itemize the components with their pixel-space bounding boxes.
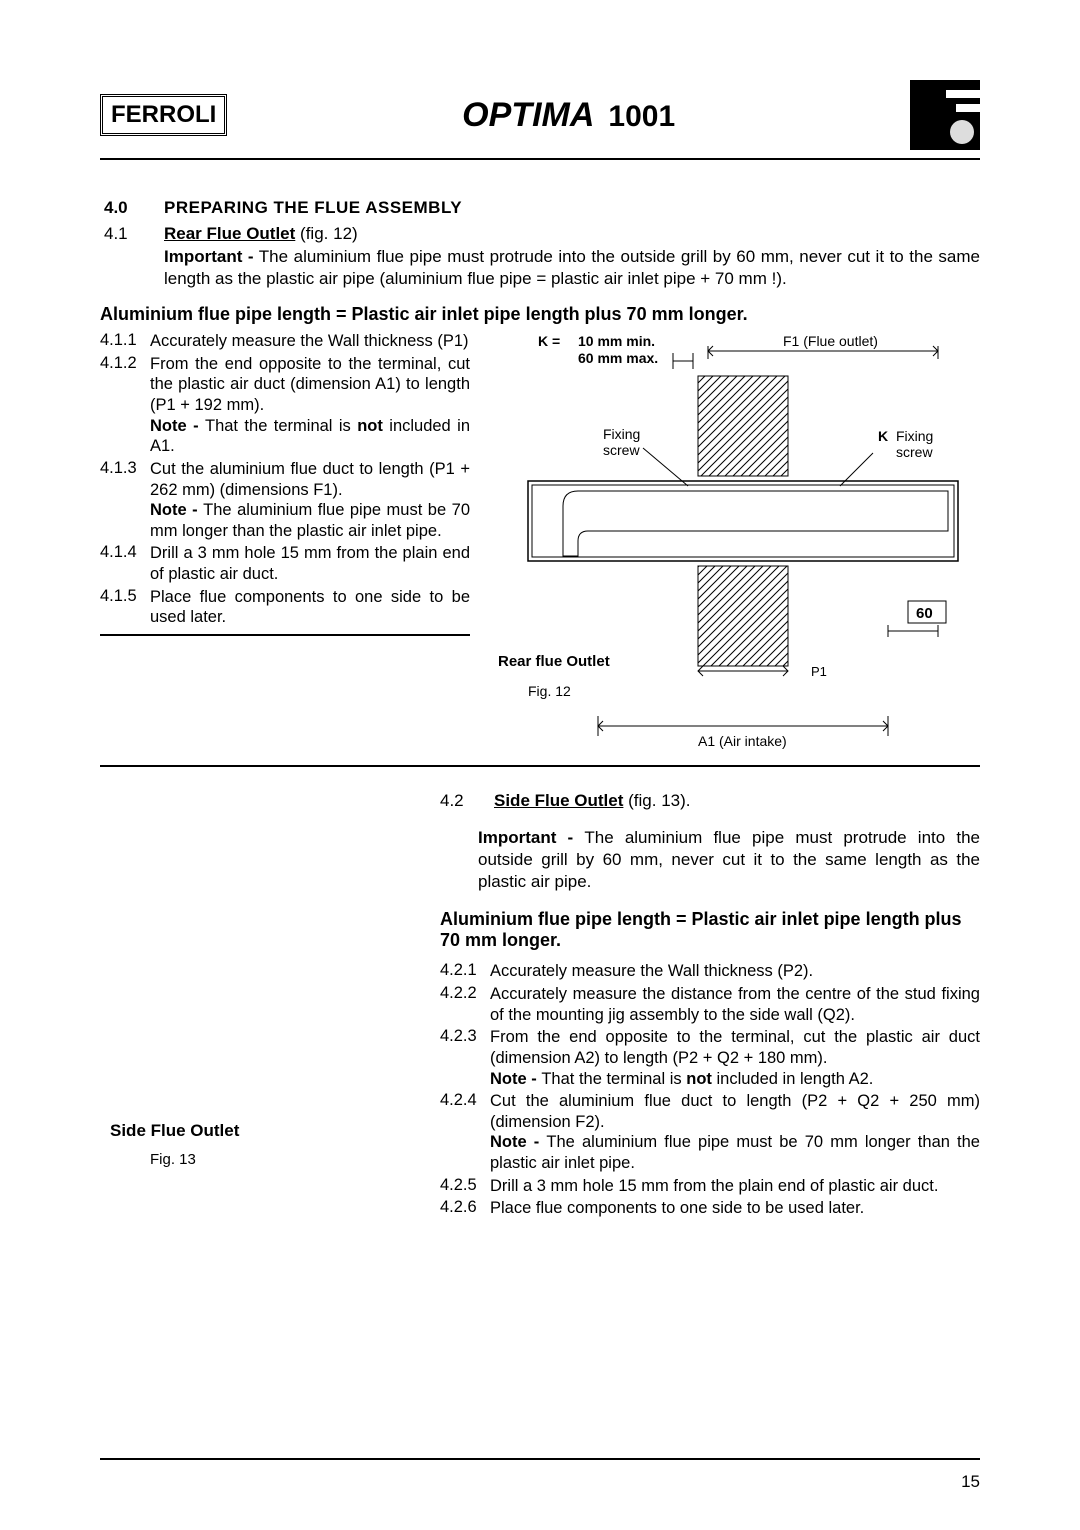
step-text: Place flue components to one side to be … (150, 587, 470, 628)
steps-41: 4.1.1Accurately measure the Wall thickne… (100, 331, 470, 761)
formula-42: Aluminium flue pipe length = Plastic air… (440, 909, 980, 951)
rear-title: Rear flue Outlet (498, 653, 610, 670)
step-item: 4.2.1Accurately measure the Wall thickne… (440, 961, 980, 982)
section-num-40: 4.0 (104, 198, 148, 218)
product-model: 1001 (608, 100, 675, 134)
section-4-2: Side Flue Outlet Fig. 13 4.2 Side Flue O… (100, 791, 980, 1221)
step-num: 4.2.2 (440, 984, 490, 1025)
bottom-rule (100, 1458, 980, 1460)
step-text: Cut the aluminium flue duct to length (P… (490, 1091, 980, 1174)
step-num: 4.2.1 (440, 961, 490, 982)
a1: A1 (Air intake) (698, 733, 787, 749)
step-item: 4.1.4Drill a 3 mm hole 15 mm from the pl… (100, 543, 470, 584)
step-item: 4.2.5Drill a 3 mm hole 15 mm from the pl… (440, 1176, 980, 1197)
fig12: Fig. 12 (528, 683, 571, 699)
step-item: 4.1.1Accurately measure the Wall thickne… (100, 331, 470, 352)
brand-logo: FERROLI (100, 94, 227, 136)
section-title-40: PREPARING THE FLUE ASSEMBLY (164, 198, 462, 218)
k-max: 60 mm max. (578, 350, 658, 366)
section-num-42: 4.2 (440, 791, 478, 811)
fix1b: screw (603, 442, 640, 458)
step-num: 4.1.5 (100, 587, 150, 628)
step-num: 4.1.3 (100, 459, 150, 542)
fix2a: Fixing (896, 428, 933, 444)
important-41: Important - The aluminium flue pipe must… (164, 246, 980, 290)
step-text: From the end opposite to the terminal, c… (490, 1027, 980, 1089)
p1: P1 (811, 664, 827, 679)
section-4-0: 4.0 PREPARING THE FLUE ASSEMBLY (104, 198, 980, 218)
f1-label: F1 (Flue outlet) (783, 333, 878, 349)
divider-short (100, 634, 470, 636)
k-min: 10 mm min. (578, 333, 655, 349)
step-num: 4.1.1 (100, 331, 150, 352)
page-number: 15 (961, 1472, 980, 1492)
product-name: OPTIMA (462, 96, 594, 134)
step-text: Accurately measure the Wall thickness (P… (150, 331, 470, 352)
diagram-fig12: K = 10 mm min. 60 mm max. F1 (Flue outle… (478, 331, 980, 761)
two-column-layout: 4.1.1Accurately measure the Wall thickne… (100, 331, 980, 761)
step-num: 4.2.6 (440, 1198, 490, 1219)
step-num: 4.1.2 (100, 354, 150, 457)
step-item: 4.1.3Cut the aluminium flue duct to leng… (100, 459, 470, 542)
step-text: From the end opposite to the terminal, c… (150, 354, 470, 457)
important-42: Important - The aluminium flue pipe must… (478, 827, 980, 893)
formula-41: Aluminium flue pipe length = Plastic air… (100, 304, 980, 325)
k-label: K = (538, 333, 560, 349)
section-4-1: 4.1 Rear Flue Outlet (fig. 12) Important… (104, 224, 980, 290)
step-item: 4.1.5Place flue components to one side t… (100, 587, 470, 628)
step-text: Place flue components to one side to be … (490, 1198, 980, 1219)
step-num: 4.1.4 (100, 543, 150, 584)
step-text: Accurately measure the distance from the… (490, 984, 980, 1025)
sixty: 60 (916, 605, 933, 622)
step-text: Drill a 3 mm hole 15 mm from the plain e… (150, 543, 470, 584)
step-item: 4.2.2Accurately measure the distance fro… (440, 984, 980, 1025)
step-item: 4.1.2From the end opposite to the termin… (100, 354, 470, 457)
step-text: Cut the aluminium flue duct to length (P… (150, 459, 470, 542)
step-item: 4.2.4Cut the aluminium flue duct to leng… (440, 1091, 980, 1174)
step-item: 4.2.3From the end opposite to the termin… (440, 1027, 980, 1089)
divider-full (100, 765, 980, 767)
step-num: 4.2.4 (440, 1091, 490, 1174)
corner-logo-icon (910, 80, 980, 150)
step-text: Accurately measure the Wall thickness (P… (490, 961, 980, 982)
page-header: FERROLI OPTIMA 1001 (100, 80, 980, 160)
fig13-caption: Fig. 13 (150, 1151, 420, 1168)
section-title-42: Side Flue Outlet (fig. 13). (494, 791, 691, 811)
section-num-41: 4.1 (104, 224, 148, 244)
section-title-41: Rear Flue Outlet (fig. 12) (164, 224, 358, 244)
fix2b: screw (896, 444, 933, 460)
product-title: OPTIMA 1001 (462, 96, 675, 135)
step-text: Drill a 3 mm hole 15 mm from the plain e… (490, 1176, 980, 1197)
k-letter: K (878, 428, 888, 444)
step-num: 4.2.5 (440, 1176, 490, 1197)
step-num: 4.2.3 (440, 1027, 490, 1089)
step-item: 4.2.6Place flue components to one side t… (440, 1198, 980, 1219)
fig13-label: Side Flue Outlet (110, 1121, 420, 1141)
fix1a: Fixing (603, 426, 640, 442)
